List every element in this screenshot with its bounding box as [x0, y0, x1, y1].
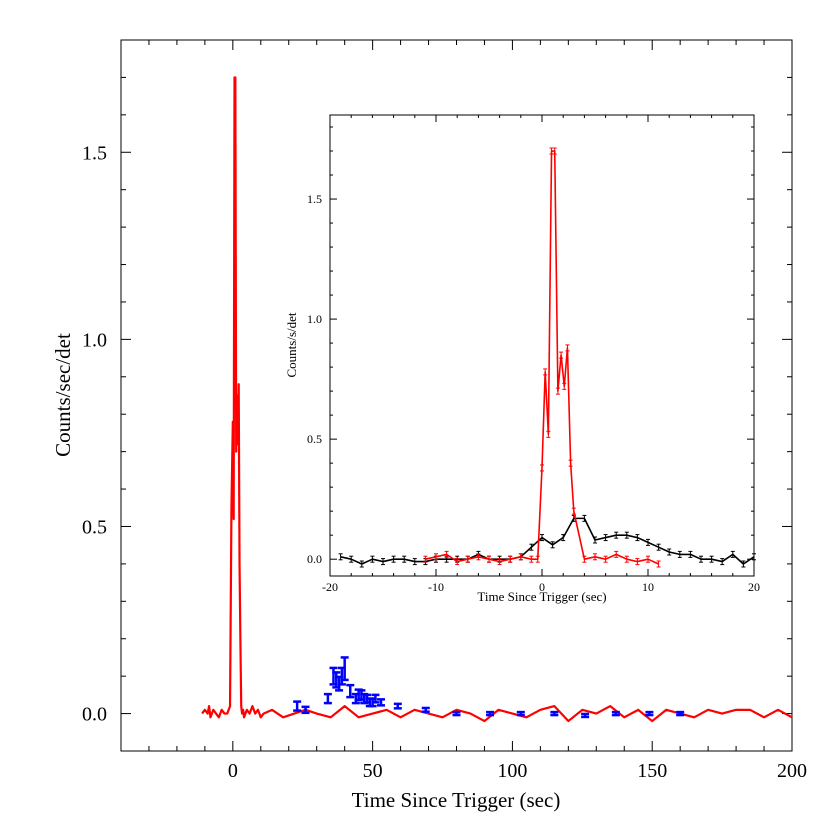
main-y-axis-label: Counts/sec/det: [51, 333, 75, 457]
inset-x-axis-label: Time Since Trigger (sec): [477, 589, 606, 604]
main-ticks: [120, 39, 793, 752]
main-series-blue: [293, 656, 685, 719]
inset-series-black-line: [340, 517, 755, 565]
inset-background: [330, 115, 754, 576]
main-y-tick-label: 1.0: [82, 329, 107, 351]
inset-x-tick-label: 10: [642, 580, 654, 594]
inset-ticks: [329, 115, 755, 576]
main-y-tick-label: 1.5: [82, 142, 107, 164]
main-x-tick-label: 200: [777, 760, 807, 782]
inset-y-tick-label: 1.0: [307, 312, 322, 326]
inset-series: [338, 147, 756, 568]
inset-y-tick-label: 1.5: [307, 192, 322, 206]
main-y-tick-label: 0.5: [82, 516, 107, 538]
inset-chart: -20 -10 0 10 20 0.0 0.5 1.0 1.5 Time Since Trigg…: [284, 114, 760, 604]
inset-x-tick-label: 20: [748, 580, 760, 594]
inset-y-axis-label: Counts/s/det: [284, 312, 299, 377]
main-series-red-line: [201, 76, 793, 723]
main-x-tick-label: 0: [228, 760, 238, 782]
main-x-tick-label: 150: [637, 760, 667, 782]
main-y-tick-label: 0.0: [82, 704, 107, 726]
inset-labels: -20 -10 0 10 20 0.0 0.5 1.0 1.5: [307, 192, 760, 594]
inset-y-tick-label: 0.5: [307, 432, 322, 446]
inset-y-tick-label: 0.0: [307, 552, 322, 566]
inset-x-tick-label: -20: [322, 580, 338, 594]
main-x-tick-label: 50: [363, 760, 383, 782]
main-series: [201, 76, 793, 723]
inset-x-tick-label: 0: [539, 580, 545, 594]
inset-x-tick-label: -10: [428, 580, 444, 594]
main-x-tick-label: 100: [497, 760, 527, 782]
main-x-axis-label: Time Since Trigger (sec): [352, 788, 561, 812]
